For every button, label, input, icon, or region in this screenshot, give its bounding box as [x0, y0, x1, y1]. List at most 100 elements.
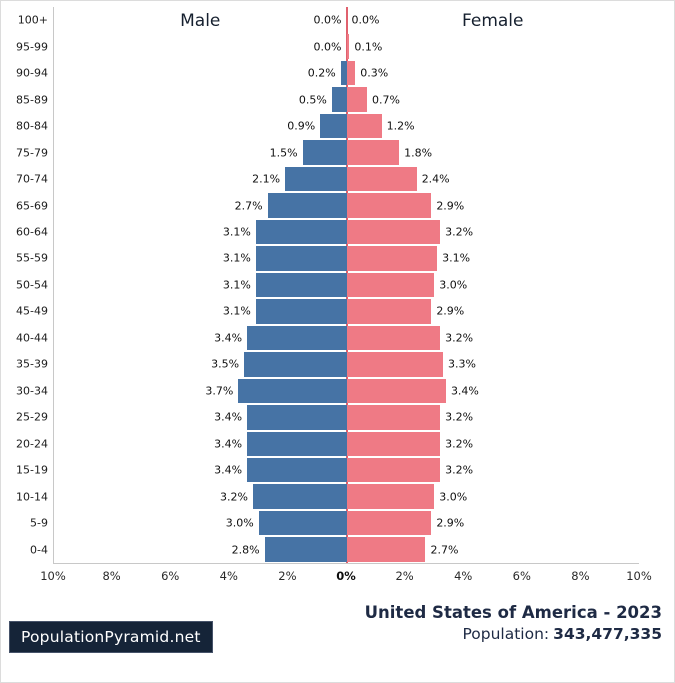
age-group-label: 0-4	[30, 543, 48, 557]
pyramid-row: 15-19 3.4% 3.2%	[16, 457, 639, 483]
age-group-label: 5-9	[30, 516, 48, 530]
pyramid-row: 45-49 3.1% 2.9%	[16, 298, 639, 324]
age-group-label: 25-29	[16, 410, 48, 424]
age-group-label: 15-19	[16, 463, 48, 477]
male-value-label: 3.4%	[214, 437, 243, 451]
male-axis-label: Male	[180, 11, 221, 31]
population-value: 343,477,335	[553, 625, 662, 643]
female-bar[interactable]	[346, 378, 446, 404]
age-group-label: 65-69	[16, 199, 48, 213]
female-bar[interactable]	[346, 113, 382, 139]
male-bar[interactable]	[264, 537, 347, 562]
male-bar[interactable]	[244, 352, 347, 377]
female-value-label: 3.2%	[445, 331, 474, 345]
pyramid-row: 0-4 2.8% 2.7%	[30, 536, 639, 562]
age-group-label: 10-14	[16, 490, 48, 504]
pyramid-row: 80-84 0.9% 1.2%	[16, 113, 639, 139]
x-axis-tick: 8%	[102, 569, 121, 583]
age-group-label: 100+	[17, 13, 48, 27]
male-bar[interactable]	[331, 87, 347, 112]
brand-badge[interactable]: PopulationPyramid.net	[9, 621, 213, 653]
female-bar[interactable]	[346, 60, 356, 86]
male-bar[interactable]	[255, 219, 347, 245]
female-value-label: 0.1%	[354, 40, 383, 54]
age-group-label: 70-74	[16, 172, 48, 186]
male-bar[interactable]	[302, 140, 347, 165]
x-axis-tick: 8%	[571, 569, 590, 583]
male-value-label: 3.1%	[222, 251, 251, 265]
female-value-label: 0.0%	[351, 13, 380, 27]
male-value-label: 0.0%	[313, 40, 342, 54]
female-value-label: 3.3%	[448, 357, 476, 371]
female-value-label: 3.2%	[445, 463, 474, 477]
male-bar[interactable]	[255, 299, 347, 324]
male-bar[interactable]	[255, 272, 347, 298]
female-bar[interactable]	[346, 352, 444, 377]
female-value-label: 2.9%	[436, 199, 465, 213]
age-group-label: 20-24	[16, 437, 48, 451]
female-bar[interactable]	[346, 299, 432, 324]
male-bar[interactable]	[238, 378, 347, 404]
age-group-label: 50-54	[16, 278, 48, 292]
age-group-label: 45-49	[16, 304, 48, 318]
x-axis-tick: 0%	[336, 569, 356, 583]
age-group-label: 40-44	[16, 331, 48, 345]
female-bar[interactable]	[346, 34, 350, 59]
female-bar[interactable]	[346, 484, 435, 509]
male-bar[interactable]	[247, 457, 347, 483]
male-bar[interactable]	[255, 246, 347, 271]
female-bar[interactable]	[346, 537, 426, 562]
female-value-label: 3.2%	[445, 225, 474, 239]
pyramid-row: 20-24 3.4% 3.2%	[16, 431, 639, 457]
male-bar[interactable]	[258, 510, 347, 536]
male-value-label: 2.7%	[234, 199, 263, 213]
female-value-label: 2.9%	[436, 304, 465, 318]
x-axis-tick: 6%	[512, 569, 531, 583]
female-bar[interactable]	[346, 325, 441, 351]
female-value-label: 3.4%	[450, 384, 479, 398]
male-bar[interactable]	[247, 431, 347, 456]
male-bar[interactable]	[247, 405, 347, 430]
pyramid-row: 60-64 3.1% 3.2%	[16, 219, 639, 245]
male-value-label: 0.9%	[287, 119, 316, 133]
pyramid-row: 5-9 3.0% 2.9%	[30, 510, 639, 536]
male-value-label: 3.4%	[214, 331, 243, 345]
female-bar[interactable]	[346, 457, 441, 483]
female-bar[interactable]	[346, 272, 435, 298]
female-bar[interactable]	[346, 140, 400, 165]
male-bar[interactable]	[267, 193, 347, 218]
chart-caption: United States of America - 2023 Populati…	[365, 603, 662, 643]
pyramid-row: 10-14 3.2% 3.0%	[16, 483, 639, 509]
male-value-label: 3.5%	[211, 357, 240, 371]
population-label: Population:	[462, 625, 550, 643]
female-value-label: 3.2%	[445, 410, 474, 424]
pyramid-row: 50-54 3.1% 3.0%	[16, 272, 639, 298]
female-bar[interactable]	[346, 219, 441, 245]
male-bar[interactable]	[320, 113, 347, 139]
female-bar[interactable]	[346, 405, 441, 430]
pyramid-row: 95-99 0.0% 0.1%	[16, 33, 639, 59]
male-value-label: 3.2%	[219, 490, 248, 504]
female-bar[interactable]	[346, 246, 438, 271]
male-value-label: 0.5%	[298, 93, 327, 107]
female-value-label: 3.1%	[442, 251, 471, 265]
male-value-label: 0.2%	[307, 66, 336, 80]
age-group-label: 60-64	[16, 225, 48, 239]
female-value-label: 1.8%	[404, 146, 433, 160]
pyramid-row: 75-79 1.5% 1.8%	[16, 139, 639, 165]
pyramid-row: 100+ 0.0% 0.0%	[18, 7, 639, 33]
female-bar[interactable]	[346, 166, 417, 192]
female-bar[interactable]	[346, 193, 432, 218]
female-value-label: 3.0%	[439, 278, 468, 292]
male-bar[interactable]	[340, 60, 347, 86]
male-bar[interactable]	[247, 325, 347, 351]
female-value-label: 0.7%	[371, 93, 400, 107]
pyramid-row: 90-94 0.2% 0.3%	[16, 60, 639, 86]
female-bar[interactable]	[346, 510, 432, 536]
female-bar[interactable]	[346, 431, 441, 456]
female-bar[interactable]	[346, 87, 367, 112]
male-bar[interactable]	[285, 166, 347, 192]
female-value-label: 3.2%	[445, 437, 474, 451]
male-bar[interactable]	[252, 484, 347, 509]
